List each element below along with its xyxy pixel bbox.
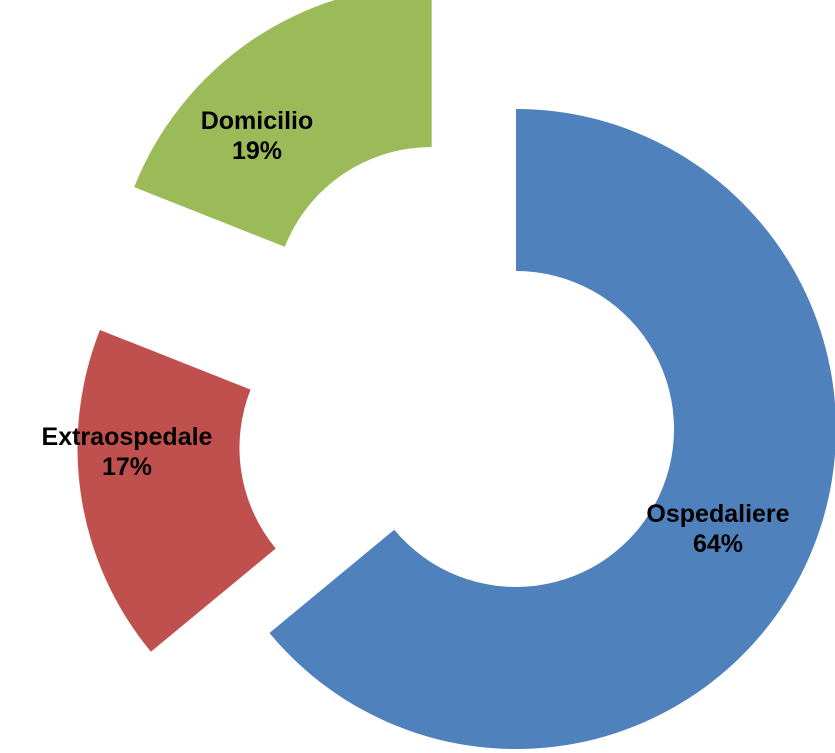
slice-name-label: Extraospedale <box>42 423 213 451</box>
slice-name-label: Domicilio <box>201 107 314 135</box>
slice-domicilio <box>134 0 432 247</box>
slice-value-label: 19% <box>232 137 282 165</box>
slice-extraospedale <box>77 329 276 652</box>
slice-name-label: Ospedaliere <box>646 500 789 528</box>
slices-layer <box>77 0 835 749</box>
slice-value-label: 64% <box>693 530 743 558</box>
slice-ospedaliere <box>269 109 835 749</box>
slice-value-label: 17% <box>102 453 152 481</box>
